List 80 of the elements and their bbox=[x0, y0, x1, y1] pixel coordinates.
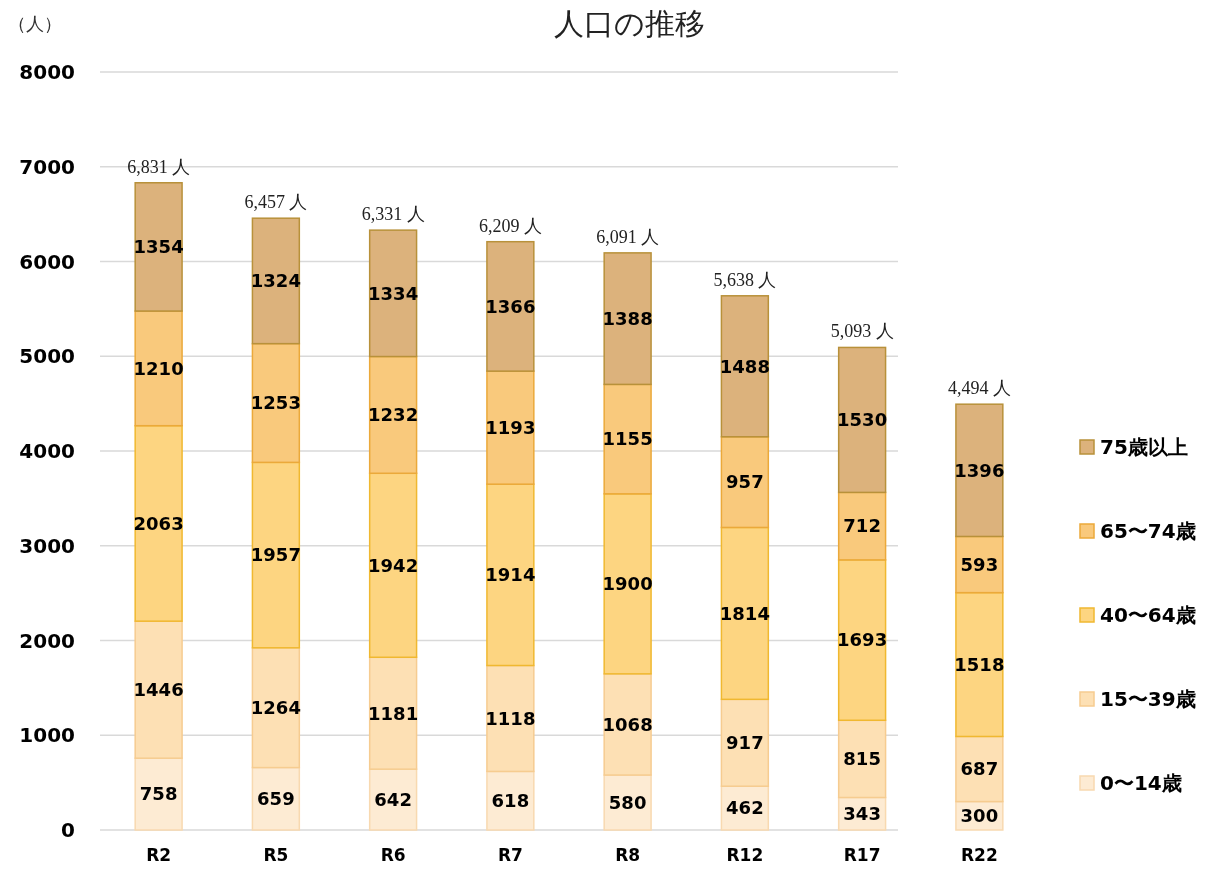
data-label: 1396 bbox=[954, 459, 1005, 481]
bar bbox=[134, 182, 183, 312]
legend-label: 40〜64歳 bbox=[1100, 603, 1196, 627]
data-label: 659 bbox=[257, 788, 295, 810]
data-label: 1181 bbox=[368, 702, 419, 724]
data-label: 1068 bbox=[602, 713, 653, 735]
bar bbox=[837, 346, 887, 494]
data-label: 593 bbox=[960, 553, 999, 575]
data-label: 343 bbox=[843, 803, 881, 825]
data-label: 815 bbox=[843, 748, 881, 770]
data-label: 1530 bbox=[837, 409, 888, 431]
data-label: 758 bbox=[139, 783, 178, 805]
bar bbox=[368, 229, 418, 358]
x-tick-label: R6 bbox=[380, 845, 406, 865]
y-tick-label: 5000 bbox=[19, 344, 75, 369]
bar bbox=[486, 240, 535, 372]
data-label: 687 bbox=[960, 758, 999, 780]
data-label: 1366 bbox=[485, 295, 536, 317]
x-tick-label: R17 bbox=[843, 845, 881, 865]
y-tick-label: 4000 bbox=[19, 439, 75, 463]
data-label: 300 bbox=[960, 805, 999, 827]
y-tick-label: 2000 bbox=[19, 628, 75, 653]
data-label: 1518 bbox=[954, 653, 1005, 675]
data-label: 1118 bbox=[485, 707, 536, 729]
y-axis-title: （人） bbox=[8, 14, 62, 34]
data-label: 1957 bbox=[250, 544, 301, 566]
total-label: 6,457 人 bbox=[244, 192, 308, 213]
data-label: 1388 bbox=[602, 307, 653, 329]
data-label: 1354 bbox=[133, 236, 184, 258]
total-label: 5,638 人 bbox=[713, 269, 777, 290]
data-label: 642 bbox=[374, 788, 412, 810]
data-label: 1232 bbox=[368, 404, 419, 426]
data-label: 1334 bbox=[368, 282, 419, 304]
y-tick-label: 3000 bbox=[19, 533, 75, 558]
y-tick-label: 6000 bbox=[19, 249, 75, 274]
x-tick-label: R7 bbox=[497, 845, 523, 865]
bar bbox=[603, 252, 652, 386]
bar bbox=[251, 217, 301, 345]
legend-label: 15〜39歳 bbox=[1100, 687, 1196, 711]
data-label: 1210 bbox=[133, 357, 184, 379]
data-label: 1253 bbox=[250, 392, 301, 414]
data-label: 1942 bbox=[368, 554, 419, 576]
data-label: 1324 bbox=[250, 270, 301, 292]
chart-title: 人口の推移 bbox=[553, 6, 705, 41]
total-label: 6,831 人 bbox=[127, 156, 191, 177]
data-label: 712 bbox=[843, 515, 881, 537]
data-label: 1814 bbox=[719, 602, 770, 624]
data-label: 1900 bbox=[602, 573, 653, 595]
data-label: 1155 bbox=[602, 428, 653, 450]
data-label: 462 bbox=[726, 797, 764, 819]
data-label: 2063 bbox=[133, 512, 184, 534]
legend-label: 75歳以上 bbox=[1100, 435, 1188, 459]
total-label: 6,091 人 bbox=[596, 226, 660, 247]
total-label: 4,494 人 bbox=[947, 378, 1011, 399]
data-label: 618 bbox=[491, 790, 530, 812]
y-tick-label: 0 bbox=[61, 818, 75, 842]
data-label: 1264 bbox=[250, 696, 301, 718]
x-tick-label: R5 bbox=[263, 845, 289, 865]
bar bbox=[955, 403, 1004, 538]
bar bbox=[720, 295, 770, 438]
y-tick-label: 7000 bbox=[19, 154, 75, 179]
data-label: 1193 bbox=[485, 416, 536, 438]
y-tick-label: 8000 bbox=[19, 60, 75, 84]
total-label: 6,209 人 bbox=[478, 215, 542, 236]
total-label: 5,093 人 bbox=[830, 321, 894, 342]
legend-label: 65〜74歳 bbox=[1100, 519, 1196, 543]
x-tick-label: R22 bbox=[961, 845, 998, 865]
data-label: 1914 bbox=[485, 564, 536, 586]
data-label: 580 bbox=[608, 791, 647, 813]
data-label: 1693 bbox=[837, 629, 888, 651]
data-label: 917 bbox=[726, 732, 764, 754]
x-tick-label: R2 bbox=[146, 845, 172, 865]
y-tick-label: 1000 bbox=[19, 723, 75, 748]
total-label: 6,331 人 bbox=[361, 204, 425, 225]
data-label: 1446 bbox=[133, 678, 184, 700]
x-tick-label: R8 bbox=[615, 845, 641, 865]
data-label: 957 bbox=[726, 471, 764, 493]
data-label: 1488 bbox=[719, 355, 770, 377]
legend-label: 0〜14歳 bbox=[1100, 771, 1182, 795]
x-tick-label: R12 bbox=[726, 845, 764, 865]
